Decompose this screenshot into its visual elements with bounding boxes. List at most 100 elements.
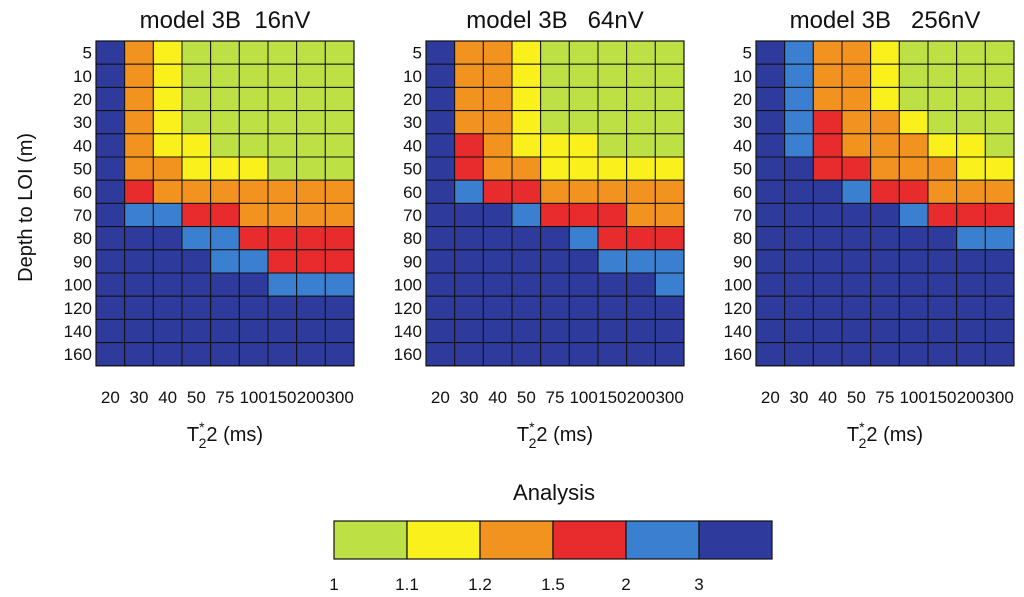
heatmap-cell <box>152 133 183 158</box>
heatmap-cell <box>324 202 355 228</box>
heatmap-cell <box>210 272 240 297</box>
heatmap-cell <box>870 202 900 228</box>
heatmap-panels: model 3B 16nV 5 10 20 30 40 50 60 70 80 90 100 120 14… <box>15 7 1015 451</box>
heatmap-cell <box>124 318 154 344</box>
panel-title: model 3B 16nV <box>140 7 311 34</box>
heatmap-cell <box>511 40 542 65</box>
heatmap-cell <box>511 202 542 228</box>
heatmap-cell <box>898 133 929 158</box>
heatmap-cell <box>568 179 599 204</box>
heatmap-cell <box>425 295 456 320</box>
heatmap-cell <box>784 179 814 204</box>
y-tick-label: 160 <box>64 345 92 364</box>
heatmap-cell <box>152 318 183 344</box>
heatmap-cell <box>984 295 1015 320</box>
y-tick-label: 30 <box>73 113 92 132</box>
x-tick-label: 100 <box>239 388 267 407</box>
y-tick-label: 100 <box>64 276 92 295</box>
heatmap-cell <box>181 295 212 320</box>
heatmap-cell <box>841 156 872 181</box>
y-tick-label: 10 <box>403 67 422 86</box>
heatmap-cell <box>898 272 929 297</box>
heatmap-cell <box>124 249 154 274</box>
x-tick-label: 40 <box>488 388 507 407</box>
heatmap-cell <box>956 249 986 274</box>
x-tick-label: 200 <box>297 388 325 407</box>
heatmap-cell <box>568 295 599 320</box>
heatmap-cell <box>95 202 126 228</box>
heatmap-cell <box>984 110 1015 135</box>
heatmap-cell <box>296 202 326 228</box>
heatmap-cell <box>984 179 1015 204</box>
heatmap-cell <box>568 202 599 228</box>
heatmap-cell <box>784 295 814 320</box>
heatmap-cell <box>296 249 326 274</box>
analysis-legend: Analysis 1 1.1 1.2 1.5 2 3 <box>329 480 773 594</box>
heatmap-cell <box>267 249 298 274</box>
heatmap-cell <box>568 272 599 297</box>
heatmap-cell <box>927 342 958 367</box>
heatmap-cell <box>324 133 355 158</box>
heatmap-cell <box>597 202 628 228</box>
x-tick-label: 200 <box>627 388 655 407</box>
heatmap-cell <box>568 156 599 181</box>
heatmap-cell <box>425 133 456 158</box>
y-tick-label: 20 <box>733 90 752 109</box>
heatmap-cell <box>984 342 1015 367</box>
heatmap-cell <box>267 86 298 112</box>
x-tick-label: 75 <box>876 388 895 407</box>
heatmap-cell <box>124 226 154 251</box>
legend-tick-label: 1 <box>329 575 338 594</box>
heatmap-cell <box>425 249 456 274</box>
heatmap-cell <box>927 133 958 158</box>
heatmap-cell <box>296 272 326 297</box>
heatmap-cell <box>296 156 326 181</box>
heatmap-cell <box>568 249 599 274</box>
heatmap-cell <box>755 226 786 251</box>
heatmap-cell <box>181 249 212 274</box>
heatmap-cell <box>210 110 240 135</box>
heatmap-cell <box>755 272 786 297</box>
legend-swatch <box>479 520 554 560</box>
heatmap-cell <box>181 272 212 297</box>
heatmap-cell <box>181 40 212 65</box>
heatmap-cell <box>540 110 570 135</box>
heatmap-cell <box>898 318 929 344</box>
heatmap-cell <box>152 179 183 204</box>
heatmap-cell <box>956 86 986 112</box>
legend-tick-label: 2 <box>621 575 630 594</box>
heatmap-cell <box>870 272 900 297</box>
heatmap-cell <box>124 86 154 112</box>
heatmap-cell <box>597 179 628 204</box>
heatmap-cell <box>482 226 513 251</box>
heatmap-cell <box>597 226 628 251</box>
heatmap-cell <box>324 249 355 274</box>
y-tick-label: 40 <box>73 136 92 155</box>
heatmap-cell <box>324 226 355 251</box>
heatmap-cell <box>654 318 685 344</box>
heatmap-cell <box>597 63 628 88</box>
heatmap-cell <box>597 295 628 320</box>
heatmap-cell <box>568 110 599 135</box>
heatmap-cell <box>210 179 240 204</box>
heatmap-cell <box>654 133 685 158</box>
heatmap-cell <box>267 63 298 88</box>
heatmap-cell <box>540 133 570 158</box>
heatmap-cell <box>425 110 456 135</box>
heatmap-cell <box>238 272 269 297</box>
heatmap-cell <box>95 295 126 320</box>
heatmap-cell <box>870 63 900 88</box>
heatmap-cell <box>597 86 628 112</box>
heatmap-cell <box>812 226 843 251</box>
legend-swatch <box>552 520 627 560</box>
heatmap-cell <box>597 40 628 65</box>
heatmap-cell <box>784 318 814 344</box>
heatmap-cell <box>540 226 570 251</box>
heatmap-cell <box>568 86 599 112</box>
heatmap-cell <box>956 202 986 228</box>
y-tick-label: 60 <box>733 183 752 202</box>
y-tick-label: 90 <box>733 252 752 271</box>
legend-swatches <box>333 520 773 560</box>
x-axis-label: T* 22 (ms) <box>847 419 923 451</box>
x-tick-label: 50 <box>187 388 206 407</box>
